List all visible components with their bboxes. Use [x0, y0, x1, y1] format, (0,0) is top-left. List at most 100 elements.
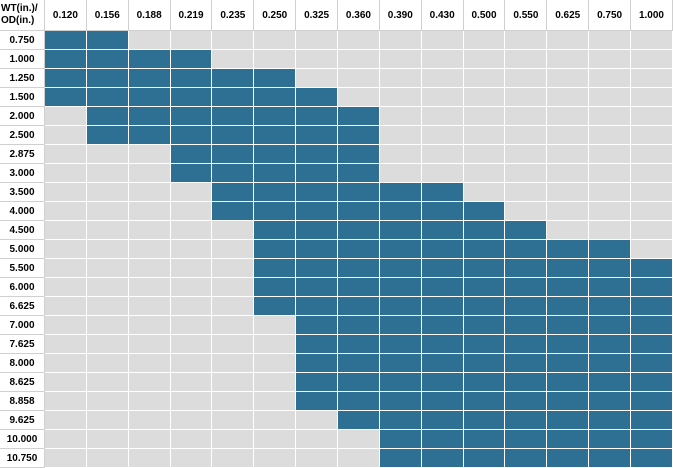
unavailable-cell [505, 31, 548, 50]
unavailable-cell [589, 183, 632, 202]
available-cell [296, 183, 339, 202]
unavailable-cell [421, 164, 464, 183]
unavailable-cell [45, 145, 87, 164]
row-header-od: 3.500 [0, 183, 45, 202]
unavailable-cell [128, 449, 171, 468]
unavailable-cell [589, 145, 632, 164]
unavailable-cell [631, 31, 673, 50]
unavailable-cell [547, 88, 590, 107]
unavailable-cell [631, 69, 673, 88]
unavailable-cell [589, 202, 632, 221]
unavailable-cell [631, 107, 673, 126]
unavailable-cell [45, 335, 87, 354]
available-cell [379, 297, 422, 316]
unavailable-cell [338, 430, 380, 449]
available-cell [505, 278, 548, 297]
unavailable-cell [254, 449, 297, 468]
available-cell [631, 411, 673, 430]
available-cell [86, 69, 129, 88]
unavailable-cell [128, 221, 171, 240]
unavailable-cell [463, 164, 506, 183]
available-cell [296, 278, 339, 297]
column-header-wt: 0.188 [128, 0, 171, 31]
unavailable-cell [45, 278, 87, 297]
unavailable-cell [212, 50, 255, 69]
available-cell [631, 335, 673, 354]
available-cell [296, 202, 339, 221]
unavailable-cell [547, 69, 590, 88]
row-header-od: 2.000 [0, 107, 45, 126]
available-cell [421, 202, 464, 221]
unavailable-cell [212, 316, 255, 335]
available-cell [170, 107, 213, 126]
row-header-od: 7.625 [0, 335, 45, 354]
available-cell [547, 430, 590, 449]
column-header-wt: 0.360 [338, 0, 380, 31]
corner-header-line1: WT(in.)/ [1, 3, 38, 14]
unavailable-cell [212, 221, 255, 240]
unavailable-cell [379, 69, 422, 88]
unavailable-cell [296, 430, 339, 449]
unavailable-cell [128, 164, 171, 183]
available-cell [170, 145, 213, 164]
unavailable-cell [547, 164, 590, 183]
available-cell [379, 430, 422, 449]
available-cell [505, 392, 548, 411]
unavailable-cell [86, 202, 129, 221]
unavailable-cell [86, 316, 129, 335]
available-cell [547, 392, 590, 411]
column-header-wt: 0.156 [86, 0, 129, 31]
unavailable-cell [254, 354, 297, 373]
available-cell [379, 259, 422, 278]
unavailable-cell [128, 145, 171, 164]
row-header-od: 1.500 [0, 88, 45, 107]
available-cell [86, 50, 129, 69]
available-cell [296, 88, 339, 107]
unavailable-cell [296, 50, 339, 69]
unavailable-cell [86, 221, 129, 240]
available-cell [212, 126, 255, 145]
available-cell [589, 373, 632, 392]
available-cell [296, 107, 339, 126]
unavailable-cell [254, 335, 297, 354]
unavailable-cell [170, 31, 213, 50]
available-cell [86, 107, 129, 126]
unavailable-cell [631, 164, 673, 183]
available-cell [589, 316, 632, 335]
available-cell [589, 240, 632, 259]
unavailable-cell [505, 145, 548, 164]
available-cell [296, 259, 339, 278]
available-cell [128, 50, 171, 69]
unavailable-cell [170, 240, 213, 259]
available-cell [547, 335, 590, 354]
unavailable-cell [463, 50, 506, 69]
unavailable-cell [631, 145, 673, 164]
available-cell [296, 373, 339, 392]
available-cell [421, 221, 464, 240]
column-header-wt: 0.550 [505, 0, 548, 31]
unavailable-cell [547, 183, 590, 202]
unavailable-cell [631, 126, 673, 145]
unavailable-cell [505, 202, 548, 221]
unavailable-cell [338, 50, 380, 69]
available-cell [631, 354, 673, 373]
unavailable-cell [170, 430, 213, 449]
unavailable-cell [589, 88, 632, 107]
available-cell [547, 278, 590, 297]
unavailable-cell [589, 164, 632, 183]
available-cell [212, 88, 255, 107]
unavailable-cell [338, 69, 380, 88]
unavailable-cell [631, 183, 673, 202]
available-cell [338, 145, 380, 164]
unavailable-cell [379, 107, 422, 126]
unavailable-cell [631, 202, 673, 221]
unavailable-cell [86, 183, 129, 202]
available-cell [505, 316, 548, 335]
unavailable-cell [212, 278, 255, 297]
available-cell [379, 373, 422, 392]
available-cell [128, 88, 171, 107]
unavailable-cell [86, 297, 129, 316]
unavailable-cell [86, 354, 129, 373]
unavailable-cell [212, 411, 255, 430]
unavailable-cell [421, 69, 464, 88]
